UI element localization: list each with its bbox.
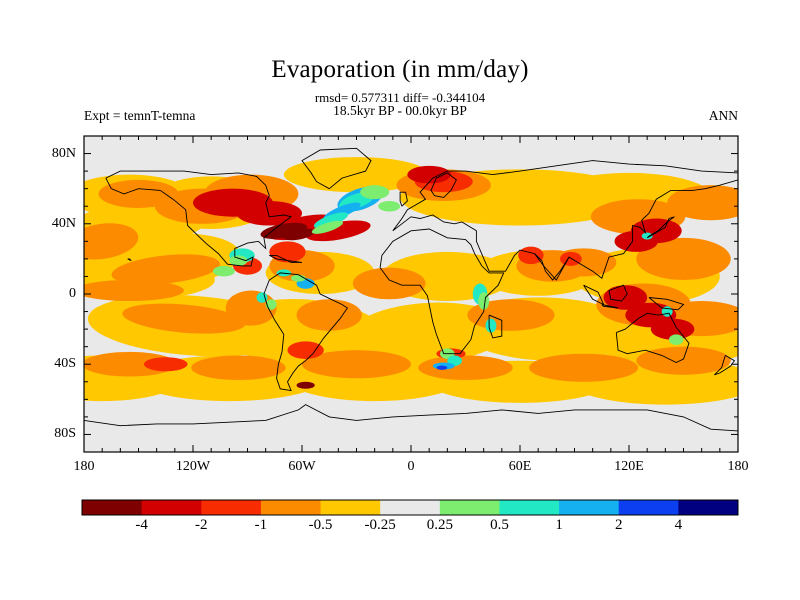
colorbar-tick-label: 1 (555, 517, 563, 533)
subtitle-period: 18.5kyr BP - 00.0kyr BP (333, 103, 467, 118)
colorbar-band (559, 500, 620, 515)
ytick-label: 80S (54, 426, 76, 442)
ytick-label: 80N (51, 145, 76, 161)
colorbar-tick-label: 2 (614, 517, 623, 533)
xtick-label: 120E (614, 459, 644, 474)
xtick-label: 120W (175, 459, 211, 474)
colorbar-band (499, 500, 560, 515)
colorbar-band (82, 500, 143, 515)
colorbar-tick-label: 0.25 (426, 517, 453, 533)
ytick-label: 0 (69, 286, 76, 301)
colorbar-band (678, 500, 739, 515)
xtick-label: 180 (73, 459, 95, 474)
colorbar-tick-label: -2 (195, 517, 208, 533)
colorbar-band (260, 500, 322, 515)
colorbar-band (618, 500, 679, 515)
colorbar-band (320, 500, 381, 515)
page-title: Evaporation (in mm/day) (271, 56, 529, 83)
colorbar-tick-label: -4 (135, 517, 148, 533)
ytick-label: 40N (51, 215, 76, 231)
experiment-label: Expt = temnT-temna (84, 108, 196, 123)
xtick-label: 60W (288, 459, 316, 474)
colorbar-band (380, 500, 441, 515)
colorbar-band (141, 500, 202, 515)
season-label: ANN (708, 108, 738, 123)
colorbar-tick-label: -0.25 (364, 517, 396, 533)
colorbar-band (201, 500, 262, 515)
colorbar-tick-label: 0.5 (490, 517, 509, 533)
xtick-label: 60E (508, 459, 532, 474)
colorbar-tick-label: 4 (674, 517, 683, 533)
xtick-label: 180 (727, 459, 749, 474)
colorbar-band (439, 500, 500, 515)
colorbar-tick-label: -1 (254, 517, 268, 533)
ytick-label: 40S (54, 356, 76, 372)
subtitle-statistics: rmsd= 0.577311 diff= -0.344104 (314, 90, 486, 105)
xtick-label: 0 (407, 459, 415, 474)
colorbar-tick-label: -0.5 (308, 517, 333, 533)
